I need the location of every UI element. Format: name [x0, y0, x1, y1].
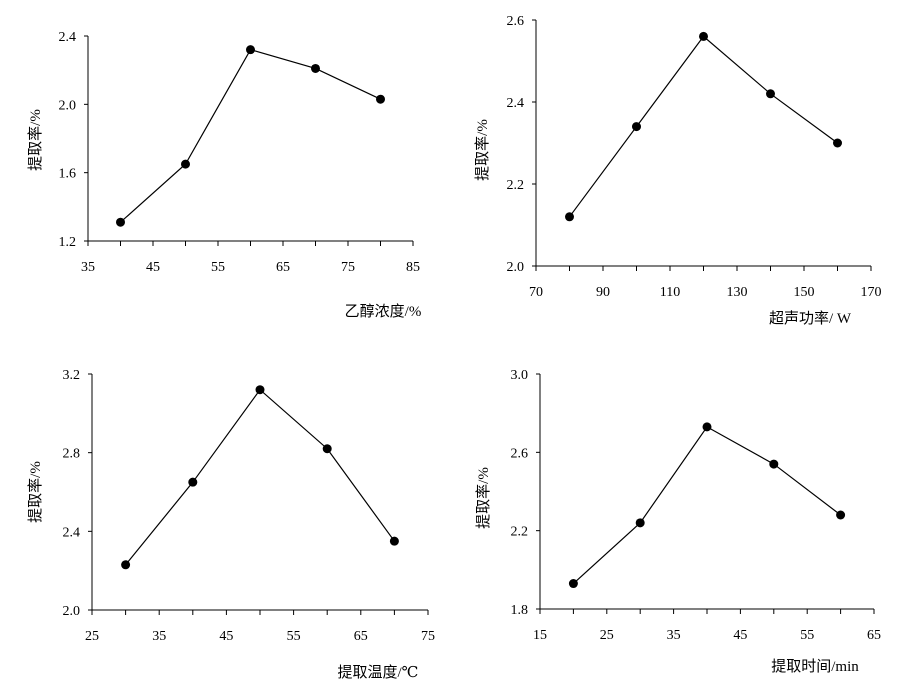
data-point	[702, 422, 712, 432]
x-tick-label: 55	[287, 629, 301, 644]
chart-panel-2: 2.0 2.2 2.4 2.6 70 90 110 130 150 170 超声功率/ W 提取率/%	[474, 14, 882, 327]
y-tick-label: 1.2	[59, 235, 77, 250]
y-axis-label: 提取率/%	[475, 467, 492, 529]
y-tick-label: 2.4	[59, 30, 77, 45]
x-tick-label: 55	[800, 628, 814, 643]
data-point	[116, 217, 125, 227]
x-tick-label: 170	[861, 285, 882, 300]
x-tick-label: 45	[219, 629, 233, 644]
chart-panel-1: 1.2 1.6 2.0 2.4 35 45 55 65 75 85 乙醇浓度/% 提取率/%	[27, 30, 421, 320]
y-tick-label: 2.4	[63, 525, 81, 540]
data-point	[699, 31, 708, 41]
x-axis-label: 超声功率/ W	[769, 309, 852, 327]
x-tick-label: 85	[406, 260, 420, 275]
data-point	[833, 138, 842, 148]
y-axis-label: 提取率/%	[27, 461, 44, 523]
x-tick-label: 90	[596, 285, 610, 300]
data-point	[188, 477, 198, 487]
data-point	[389, 536, 399, 546]
series-line	[125, 388, 395, 566]
y-tick-label: 2.6	[507, 14, 525, 29]
data-point	[121, 560, 131, 570]
x-tick-label: 35	[152, 629, 166, 644]
x-tick-label: 65	[276, 260, 290, 275]
series-line	[120, 48, 381, 223]
x-axis-label: 乙醇浓度/%	[345, 303, 422, 320]
y-tick-label: 2.0	[63, 604, 81, 619]
x-tick-label: 45	[146, 260, 160, 275]
x-tick-label: 110	[660, 285, 680, 300]
y-axis-label: 提取率/%	[27, 109, 44, 171]
data-point	[246, 45, 255, 55]
chart-panel-3: 2.0 2.4 2.8 3.2 25 35 45 55 65 75 提取温度/℃ 提取率/%	[27, 368, 435, 681]
data-point	[836, 510, 846, 520]
x-tick-label: 75	[341, 260, 355, 275]
data-point	[311, 63, 320, 73]
x-tick-label: 65	[867, 628, 881, 643]
x-tick-label: 65	[354, 629, 368, 644]
y-tick-label: 2.2	[507, 178, 525, 193]
series-line	[572, 426, 841, 584]
y-axis-label: 提取率/%	[474, 119, 491, 181]
data-point	[181, 159, 190, 169]
data-point	[632, 122, 641, 132]
y-tick-label: 3.0	[511, 368, 529, 383]
data-point	[769, 459, 779, 469]
x-tick-label: 45	[733, 628, 747, 643]
x-tick-label: 15	[533, 628, 547, 643]
data-point	[322, 444, 332, 454]
y-tick-label: 2.4	[507, 96, 525, 111]
data-point	[766, 89, 775, 99]
series-line	[569, 35, 838, 218]
y-tick-label: 2.6	[511, 446, 529, 461]
chart-panel-4: 1.8 2.2 2.6 3.0 15 25 35 45 55 65 提取时间/min 提取率/%	[475, 368, 881, 675]
x-tick-label: 25	[85, 629, 99, 644]
data-point	[255, 385, 265, 395]
x-tick-label: 130	[727, 285, 748, 300]
y-tick-label: 2.2	[511, 525, 529, 540]
y-tick-label: 1.8	[511, 603, 529, 618]
y-tick-label: 1.6	[59, 167, 77, 182]
x-tick-label: 75	[421, 629, 435, 644]
data-point	[376, 94, 385, 104]
x-axis-label: 提取温度/℃	[338, 664, 419, 681]
x-tick-label: 55	[211, 260, 225, 275]
x-tick-label: 25	[600, 628, 614, 643]
data-point	[635, 518, 645, 528]
x-tick-label: 150	[794, 285, 815, 300]
x-tick-label: 70	[529, 285, 543, 300]
data-point	[568, 579, 578, 589]
y-tick-label: 2.8	[63, 447, 81, 462]
y-tick-label: 2.0	[507, 260, 525, 275]
data-point	[565, 212, 574, 222]
y-tick-label: 3.2	[63, 368, 81, 383]
y-tick-label: 2.0	[59, 98, 77, 113]
x-tick-label: 35	[667, 628, 681, 643]
x-tick-label: 35	[81, 260, 95, 275]
x-axis-label: 提取时间/min	[771, 658, 859, 675]
